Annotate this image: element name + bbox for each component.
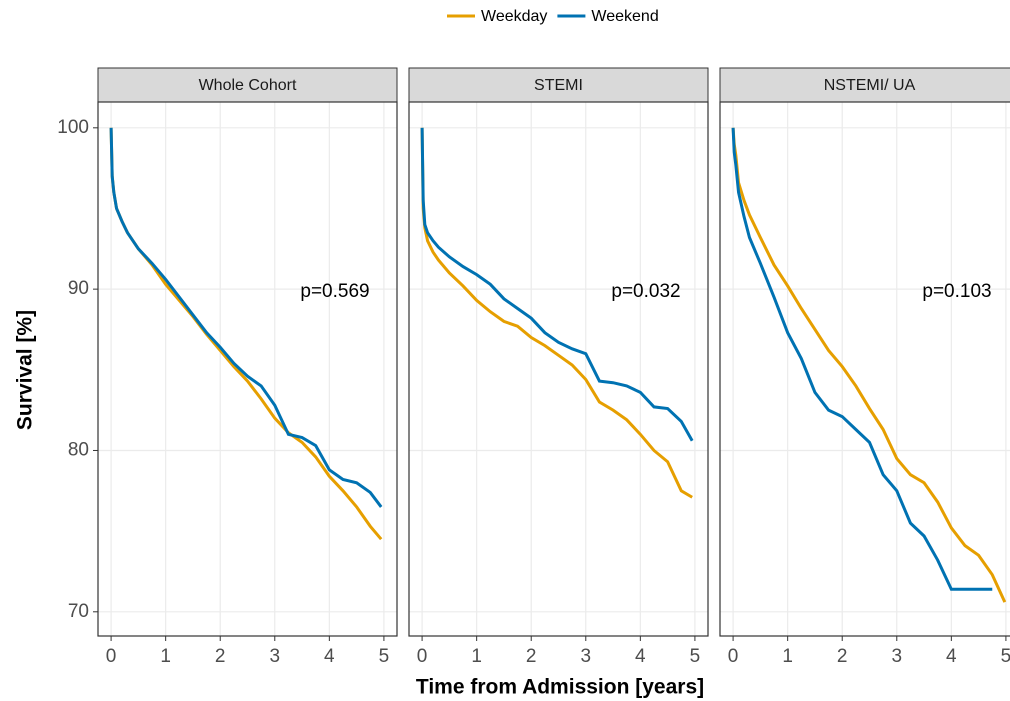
p-value: p=0.103: [922, 281, 991, 302]
y-tick-label: 80: [68, 439, 89, 460]
p-value: p=0.569: [300, 281, 369, 302]
panel-border: [408, 101, 709, 637]
x-tick-label: 0: [417, 646, 428, 667]
y-tick-label: 70: [68, 601, 89, 622]
y-axis-title: Survival [%]: [14, 310, 37, 430]
x-tick-label: 3: [580, 646, 591, 667]
survival-line: [109, 127, 383, 508]
facet-strip: [97, 67, 398, 103]
survival-line: [731, 127, 1007, 603]
x-tick-label: 2: [526, 646, 537, 667]
panel-border: [97, 101, 398, 637]
survival-line: [420, 127, 693, 499]
facet-title: STEMI: [534, 77, 583, 94]
survival-line: [420, 127, 694, 442]
facet-title: Whole Cohort: [199, 77, 297, 94]
legend-label: Weekend: [591, 8, 658, 25]
x-tick-label: 2: [215, 646, 226, 667]
x-tick-label: 4: [324, 646, 335, 667]
x-tick-label: 5: [379, 646, 390, 667]
y-tick-label: 100: [57, 117, 89, 138]
x-tick-label: 4: [635, 646, 646, 667]
facet-strip: [719, 67, 1010, 103]
x-tick-label: 1: [471, 646, 482, 667]
x-tick-label: 1: [160, 646, 171, 667]
legend-label: Weekday: [481, 8, 547, 25]
x-tick-label: 1: [782, 646, 793, 667]
x-tick-label: 5: [1001, 646, 1010, 667]
survival-line: [731, 127, 993, 591]
p-value: p=0.032: [611, 281, 680, 302]
panel-border: [719, 101, 1010, 637]
x-tick-label: 0: [106, 646, 117, 667]
x-axis-title: Time from Admission [years]: [416, 676, 704, 699]
x-tick-label: 5: [690, 646, 701, 667]
x-tick-label: 2: [837, 646, 848, 667]
x-tick-label: 3: [891, 646, 902, 667]
x-tick-label: 0: [728, 646, 739, 667]
facet-strip: [408, 67, 709, 103]
y-tick-label: 90: [68, 278, 89, 299]
x-tick-label: 4: [946, 646, 957, 667]
x-tick-label: 3: [269, 646, 280, 667]
facet-title: NSTEMI/ UA: [824, 77, 916, 94]
